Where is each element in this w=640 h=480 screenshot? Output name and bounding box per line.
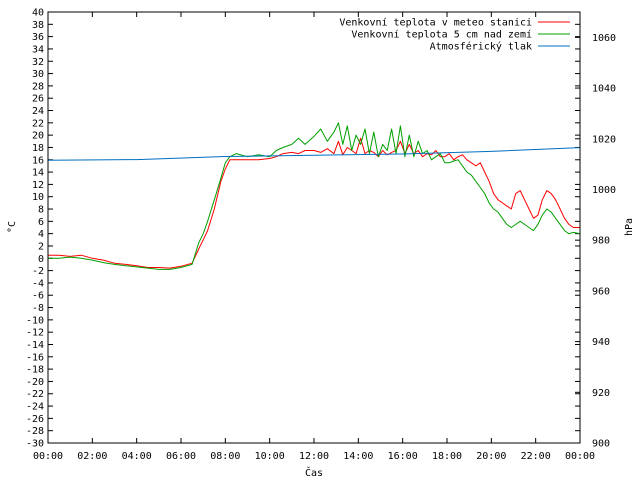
x-tick-label: 00:00: [565, 451, 595, 462]
y2-axis-label: hPa: [624, 218, 635, 236]
x-tick-label: 18:00: [432, 451, 462, 462]
y2-tick-label: 920: [592, 388, 610, 399]
y-tick-label: -8: [32, 303, 44, 314]
y-tick-labels: -30-28-26-24-22-20-18-16-14-12-10-8-6-4-…: [26, 8, 44, 450]
x-tick-label: 20:00: [476, 451, 506, 462]
x-tick-label: 06:00: [166, 451, 196, 462]
y-tick-label: -14: [26, 340, 44, 351]
y-tick-label: -10: [26, 315, 44, 326]
series-line-2: [48, 122, 581, 270]
legend-label-3: Atmosférický tlak: [430, 41, 532, 53]
x-tick-label: 16:00: [388, 451, 418, 462]
y-tick-label: 4: [38, 229, 44, 240]
y-tick-label: -28: [26, 426, 44, 437]
series-line-1: [48, 137, 580, 269]
x-tick-labels: 00:00 02:00 04:00 06:00 08:00 10:00 12:00 14:00…: [33, 451, 595, 462]
y-tick-label: -4: [32, 278, 44, 289]
x-tick-label: 04:00: [122, 451, 152, 462]
plot-frame: [47, 11, 581, 444]
y-tick-label: 30: [32, 69, 44, 80]
y2-tick-label: 1060: [592, 33, 616, 44]
y2-tick-label: 1000: [592, 185, 616, 196]
legend-label-2: Venkovní teplota 5 cm nad zemí: [351, 29, 532, 41]
y2-tick-label: 1020: [592, 134, 616, 145]
y-tick-label: 20: [32, 131, 44, 142]
y-tick-label: 26: [32, 94, 44, 105]
y-tick-label: 10: [32, 192, 44, 203]
y-tick-label: -2: [32, 266, 44, 277]
y-tick-label: 0: [38, 254, 44, 265]
x-tick-label: 14:00: [343, 451, 373, 462]
y2-tick-label: 940: [592, 337, 610, 348]
y-tick-label: 28: [32, 81, 44, 92]
x-tick-label: 08:00: [210, 451, 240, 462]
x-tick-label: 12:00: [299, 451, 329, 462]
y2-tick-label: 980: [592, 236, 610, 247]
series-group: [47, 122, 581, 270]
y-tick-label: 38: [32, 20, 44, 31]
y-tick-label: 14: [32, 168, 44, 179]
y2-tick-label: 1040: [592, 84, 616, 95]
y2-tick-labels: 900 920 940 960 980 1000 1020 1040 1060: [592, 33, 616, 450]
legend: Venkovní teplota v meteo staniciVenkovní…: [339, 17, 570, 53]
y-tick-label: 34: [32, 44, 44, 55]
y-tick-label: 16: [32, 155, 44, 166]
y-tick-label: 12: [32, 180, 44, 191]
y-tick-label: 32: [32, 57, 44, 68]
series-line-3: [47, 147, 581, 161]
y-tick-label: 6: [38, 217, 44, 228]
y2-tick-label: 900: [592, 439, 610, 450]
y-tick-label: 22: [32, 118, 44, 129]
x-tick-label: 22:00: [521, 451, 551, 462]
y-tick-label: -24: [26, 402, 44, 413]
y-tick-label: -18: [26, 365, 44, 376]
legend-label-1: Venkovní teplota v meteo stanici: [339, 17, 532, 29]
x-tick-label: 02:00: [77, 451, 107, 462]
y-tick-label: -30: [26, 439, 44, 450]
y-tick-label: 2: [38, 241, 44, 252]
y-tick-label: -20: [26, 377, 44, 388]
x-tick-label: 10:00: [255, 451, 285, 462]
x-tick-label: 00:00: [33, 451, 63, 462]
y-tick-label: -16: [26, 352, 44, 363]
y-tick-label: -26: [26, 414, 44, 425]
x-axis-label: Čas: [305, 466, 323, 479]
y-tick-label: -6: [32, 291, 44, 302]
y2-tick-label: 960: [592, 286, 610, 297]
y-tick-label: 18: [32, 143, 44, 154]
y-tick-label: 40: [32, 8, 44, 19]
y-tick-label: -12: [26, 328, 44, 339]
axis-ticks: [47, 11, 581, 444]
y-tick-label: 36: [32, 32, 44, 43]
y-tick-label: -22: [26, 389, 44, 400]
y-tick-label: 24: [32, 106, 44, 117]
y-axis-label: °C: [7, 221, 18, 233]
y-tick-label: 8: [38, 205, 44, 216]
